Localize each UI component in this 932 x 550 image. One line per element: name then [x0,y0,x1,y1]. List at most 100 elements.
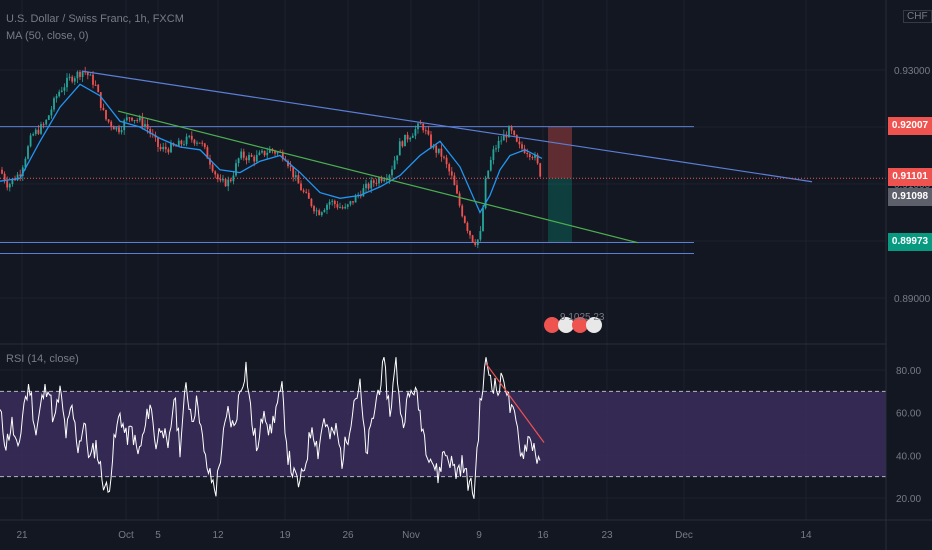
candle-body [245,157,248,161]
candle-body [450,171,453,176]
rsi-indicator-label[interactable]: RSI (14, close) [6,353,79,365]
candle-body [76,71,79,79]
price-label-last: 0.91098 [888,188,932,206]
candle-body [497,140,500,149]
candle-body [222,179,224,181]
candle-body [32,134,35,136]
candle-body [97,84,100,93]
candle-body [466,222,469,231]
candle-body [250,154,253,157]
events-marker[interactable]: 9 1025 23 [544,312,605,333]
candle-body [224,179,227,187]
candle-body [268,148,271,153]
candle-body [47,115,50,120]
candle-body [211,164,214,172]
candle-body [216,174,219,180]
candle-body [235,163,237,176]
symbol-title[interactable]: U.S. Dollar / Swiss Franc, 1h, FXCM [6,13,184,25]
candle-body [378,178,380,184]
candle-body [196,142,198,144]
candle-body [193,139,196,144]
candle-body [58,91,61,97]
candle-body [536,154,539,164]
candle-body [240,151,243,159]
candle-body [383,179,386,182]
stop-loss-zone [548,126,572,179]
candle-body [219,179,222,181]
candle-body [430,134,432,148]
candle-body [534,154,536,158]
rsi-band [0,391,886,477]
candle-body [437,148,440,153]
time-tick-label: 14 [800,530,812,541]
rsi-tick-label: 80.00 [896,366,921,377]
candle-body [167,149,170,153]
candle-body [206,147,209,159]
candle-body [409,137,412,140]
candle-body [456,185,458,194]
candle-body [66,77,68,88]
candle-body [86,71,89,76]
ma-indicator-label[interactable]: MA (50, close, 0) [6,30,89,42]
candle-body [144,124,146,127]
candle-body [294,175,297,178]
trendlines[interactable] [81,70,813,244]
candle-body [315,210,318,212]
horizontal-lines[interactable] [0,126,694,255]
candle-body [170,143,172,153]
candle-body [419,123,422,125]
candle-body [190,135,193,140]
candle-body [248,154,250,161]
candle-body [448,164,451,172]
candle-body [261,150,263,153]
candle-body [326,204,328,210]
candle-body [120,130,123,133]
candle-body [99,92,102,108]
candle-body [346,204,349,207]
candle-body [73,78,76,82]
time-tick-label: 19 [279,530,291,541]
candle-body [183,144,185,146]
candle-body [63,87,66,91]
event-flag-icon [572,317,588,333]
time-tick-label: Oct [118,530,134,541]
candle-body [427,130,430,135]
candle-body [339,207,341,209]
price-tick-label: 0.89000 [894,294,931,305]
candle-body [515,135,518,142]
candle-body [391,169,393,176]
candle-body [313,206,315,212]
candle-body [177,140,180,147]
candle-body [253,156,256,162]
candle-body [274,151,276,154]
candle-body [16,174,19,181]
candles [1,66,542,249]
candle-body [510,126,513,131]
price-label-target: 0.89973 [888,233,932,251]
candle-body [344,206,347,209]
candle-body [27,146,29,159]
candle-body [414,129,417,136]
candle-body [443,156,445,158]
candle-body [406,134,409,140]
candle-body [110,121,113,127]
candle-body [458,193,461,206]
candle-body [526,152,529,154]
candle-body [53,98,55,110]
price-label-upper-level: 0.92007 [888,117,932,135]
candle-body [112,126,115,130]
candle-body [133,120,136,122]
candle-body [307,192,310,199]
candle-body [276,152,279,154]
candle-body [232,175,235,182]
candle-body [435,145,438,153]
candle-body [37,129,40,134]
candle-body [289,166,292,168]
green-trendline [117,110,639,244]
candle-body [136,120,139,122]
candle-body [424,130,427,132]
candle-body [175,145,178,147]
position-tool[interactable] [548,126,572,243]
